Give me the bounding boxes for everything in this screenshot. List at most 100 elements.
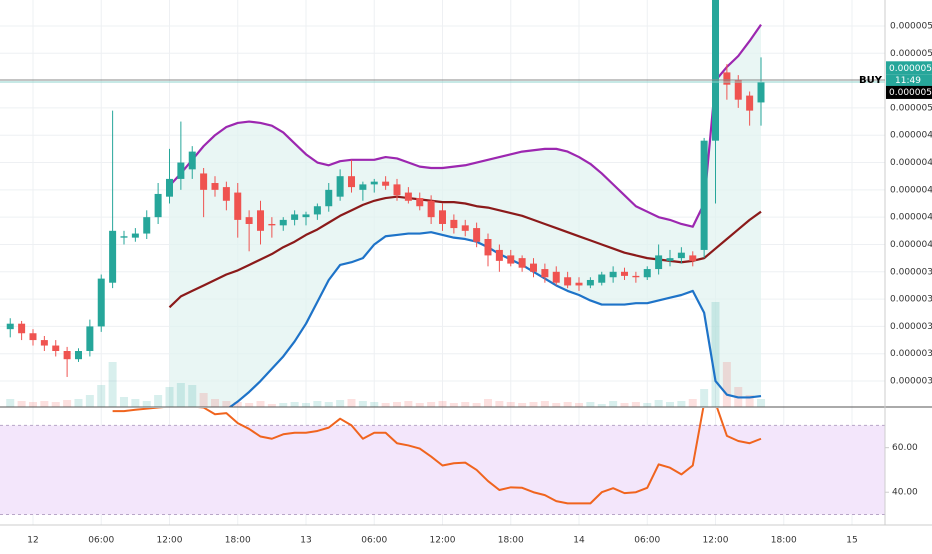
buy-price-tag [886,85,932,99]
candle-body [427,200,435,218]
candle-body [165,178,173,197]
volume-bar [677,401,686,407]
volume-bar [119,397,128,407]
volume-bar [336,400,345,407]
candle-body [336,176,344,197]
volume-bar [700,389,709,407]
countdown-tag [886,74,932,87]
candle-body [325,189,333,207]
rsi-line [112,408,762,505]
x-tick-label: 18:00 [498,536,524,546]
candle-body [245,217,253,224]
candle-body [52,345,60,352]
axes [0,0,932,526]
candle-body [586,279,594,286]
x-tick-label: 13 [300,536,311,546]
volume-bar [279,403,288,407]
volume-bar [188,385,197,407]
volume-bar [415,403,424,407]
candle-body [507,255,515,264]
volume-bar [40,401,49,407]
y-tick-label: 0.00000420 [890,213,932,223]
candle-body [552,271,560,283]
volume-bar [438,401,447,407]
candle-body [200,173,208,190]
volume-bar [427,402,436,407]
candle-body [131,233,139,238]
y-tick-label: 0.00000500 [890,103,932,113]
candle-body [689,255,697,261]
candle-body [473,228,481,242]
volume-bar [631,402,640,407]
candle-body [746,95,754,111]
candle-body [564,277,572,286]
x-tick-label: 18:00 [225,536,251,546]
volume-bar [370,402,379,407]
candle-body [211,183,219,190]
x-tick-label: 12:00 [157,536,183,546]
volume-bar [358,401,367,407]
volume-bar [575,403,584,407]
candle-body [313,206,321,215]
volume-bar [131,399,140,407]
volume-bar [666,402,675,407]
volume-bar [597,404,606,407]
volume-bar [290,402,299,407]
x-tick-label: 06:00 [88,536,114,546]
volume-bar [313,401,322,407]
candle-body [29,333,37,341]
buy-price-text: 0.00000519 [889,88,932,98]
candle-body [222,187,230,201]
buy-label: BUY [859,75,883,86]
candle-body [416,198,424,207]
candle-body [302,214,310,218]
candle-body [677,252,685,259]
candle-body [666,258,674,261]
volume-bar [540,401,549,407]
volume-bar [654,400,663,407]
candle-body [575,282,583,286]
candle-body [234,192,242,220]
candle-body [541,269,549,278]
volume-bar [199,393,208,407]
volume-bar [74,399,83,407]
volume-bar [484,399,493,407]
candle-body [632,275,640,278]
y-tick-label: 0.00000440 [890,185,932,195]
volume-bar [222,401,231,407]
candle-body [154,193,162,218]
candle-body [143,217,151,234]
x-tick-label: 12:00 [430,536,456,546]
volume-bar [518,403,527,407]
volume-bar [245,403,254,407]
candle-body [382,181,390,186]
candle-body [359,184,367,190]
volume-bar [381,403,390,407]
rsi-band [0,425,885,515]
volume-bar [256,401,265,407]
candle-body [291,214,299,220]
volume-bar [688,399,697,407]
rsi-pane [0,408,885,516]
volume-bar [176,383,185,407]
candle-body [279,219,287,226]
y-tick-label: 0.00000300 [890,377,932,387]
volume-bar [324,402,333,407]
volume-bar [17,401,26,407]
volume-bar [620,403,629,407]
candle-body [734,80,742,100]
candle-body [268,223,276,226]
candle-body [643,269,651,278]
volume-bar [711,302,720,407]
volume-bar [28,402,37,407]
candle-body [120,236,128,238]
candle-body [97,278,105,327]
volume-bar [722,362,731,407]
countdown-text: 11:49 [895,76,921,86]
candle-body [256,210,264,231]
candle-body [177,162,185,179]
volume-bar [461,402,470,407]
candle-body [74,351,82,360]
x-tick-label: 12 [27,536,38,546]
